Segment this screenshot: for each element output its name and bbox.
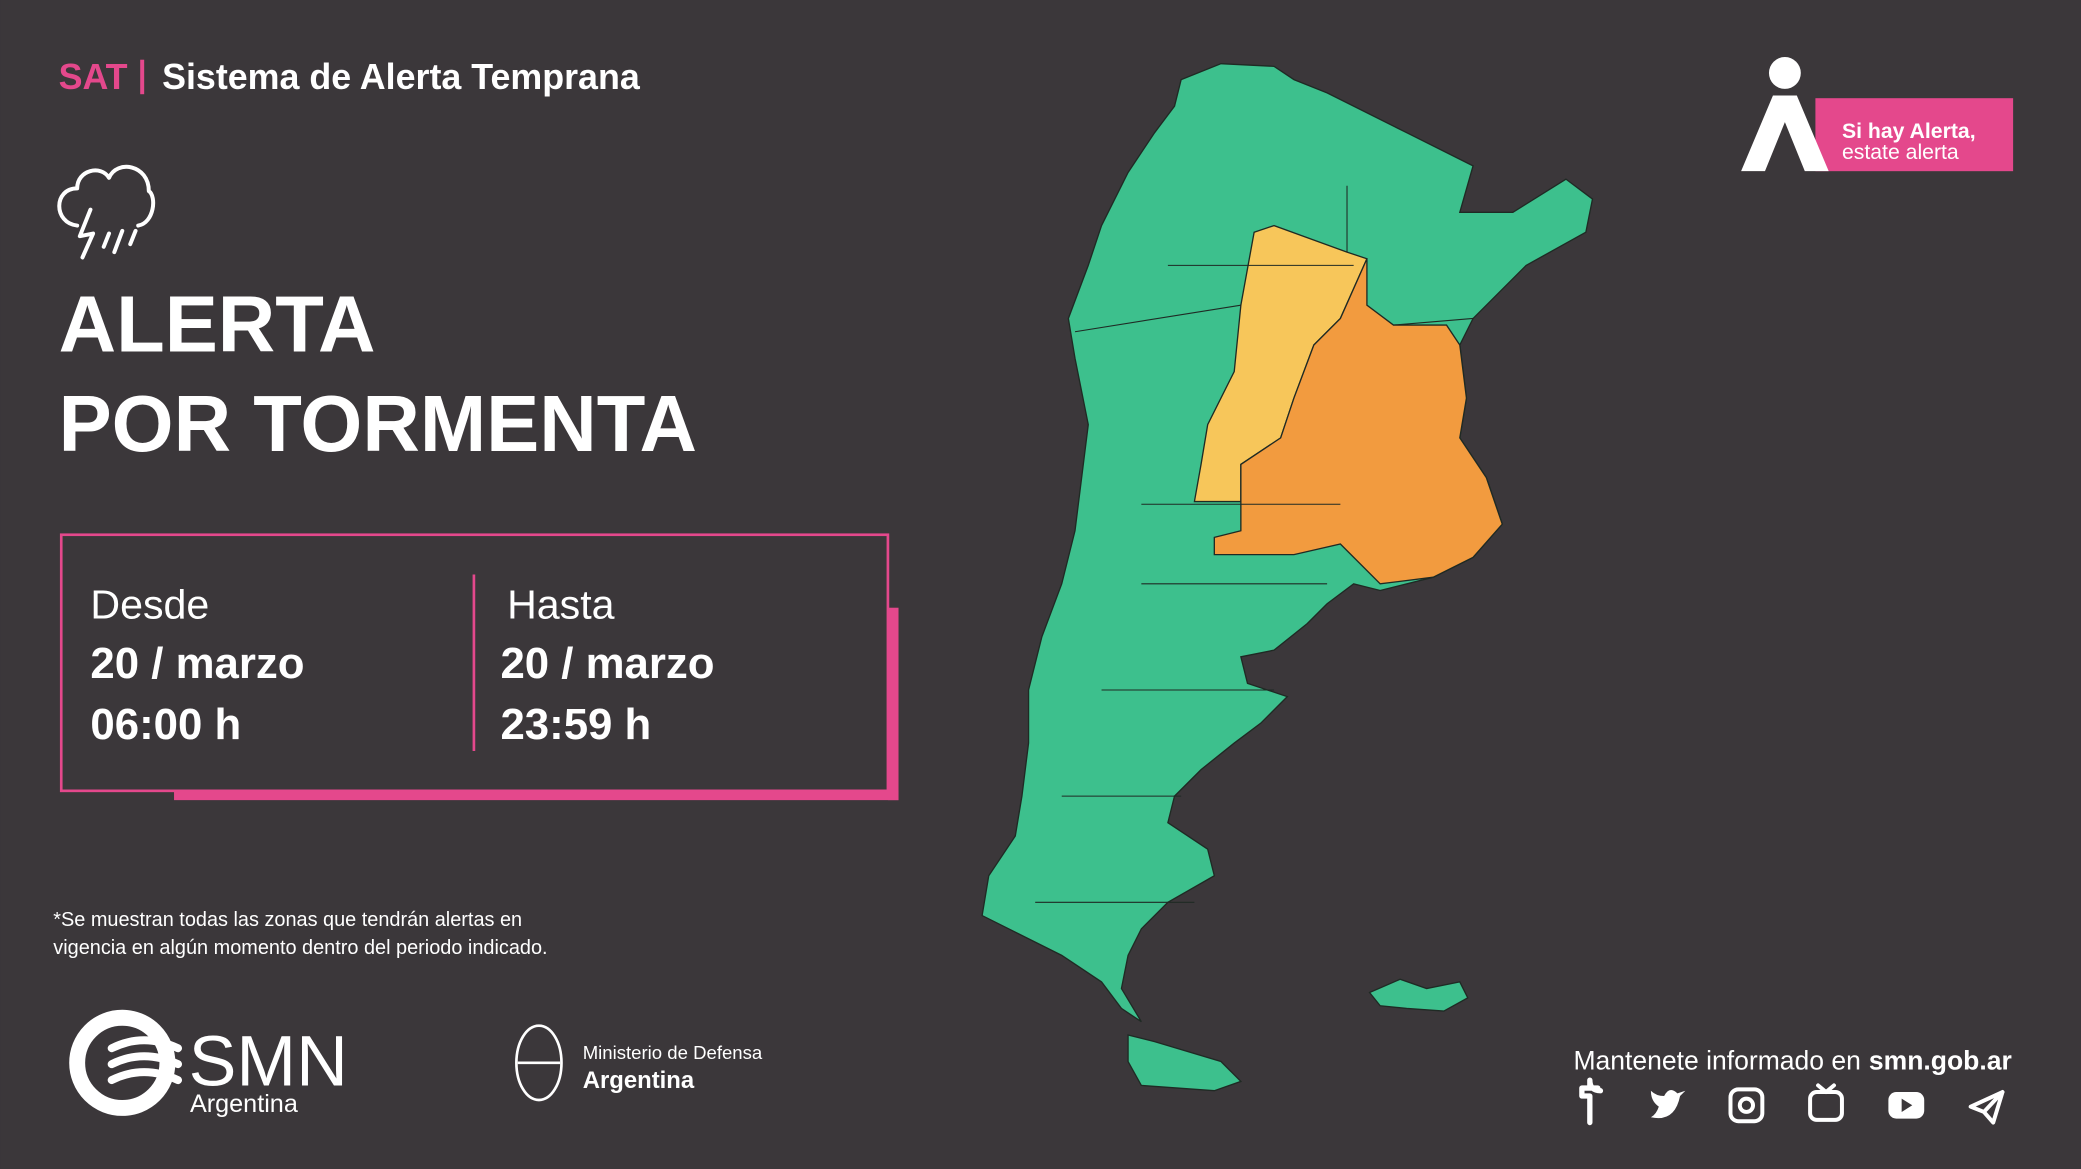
orange-zone [1213,258,1504,585]
note: vigencia en algún momento dentro del per… [53,937,547,959]
period-date: 20 / marzo [90,639,304,688]
period-label: Hasta [507,581,615,627]
cloud [57,164,156,228]
bolt [77,207,96,260]
ministry-logo: Ministerio de Defensa Argentina [515,1024,763,1102]
system-title: Sistema de Alerta Temprana [162,57,641,97]
storm-icon [57,164,156,260]
tv-antenna [1816,1083,1836,1095]
footer-label: Mantenete informado en [1573,1045,1860,1075]
malvinas [1368,978,1469,1012]
sat-label: SAT [59,57,128,97]
period-time: 23:59 h [500,700,651,749]
telegram-icon[interactable] [1968,1090,2005,1125]
rain [101,228,138,255]
instagram-icon[interactable] [1728,1087,1765,1124]
badge-text: estate alerta [1842,141,1959,164]
facebook-icon[interactable] [1579,1077,1604,1126]
province-borders [1035,185,1474,903]
tierra-del-fuego [1127,1034,1243,1092]
note: *Se muestran todas las zonas que tendrán… [53,909,522,931]
footer-text: Mantenete informado en smn.gob.ar [1573,1045,2011,1075]
alert-title: POR TORMENTA [59,379,697,468]
period-label: Desde [90,581,209,627]
badge-text: Si hay Alerta, [1842,120,1976,143]
badge-figure [1741,95,1829,172]
footer-link[interactable]: smn.gob.ar [1869,1045,2012,1075]
period-date: 20 / marzo [500,639,714,688]
smn-logo: SMN Argentina [69,1009,348,1118]
badge-bg [1815,98,2014,172]
coat-of-arms [515,1024,563,1102]
box-accent [174,790,899,801]
alert-title: ALERTA [59,280,376,369]
period-time: 06:00 h [90,700,241,749]
map [981,63,1594,1092]
box-accent [887,607,899,801]
social-icons [1579,1077,2005,1126]
ministry-name: Ministerio de Defensa [583,1042,763,1063]
alert-badge: Si hay Alerta, estate alerta [1741,57,2014,172]
instagram-lens [1737,1096,1756,1114]
logo-name: SMN [189,1021,348,1101]
logo-country: Argentina [190,1090,299,1118]
logo-waves [107,1036,182,1085]
youtube-play [1901,1098,1913,1112]
twitter-icon[interactable] [1650,1089,1686,1119]
ministry-country: Argentina [583,1067,695,1094]
badge-head [1768,57,1801,89]
